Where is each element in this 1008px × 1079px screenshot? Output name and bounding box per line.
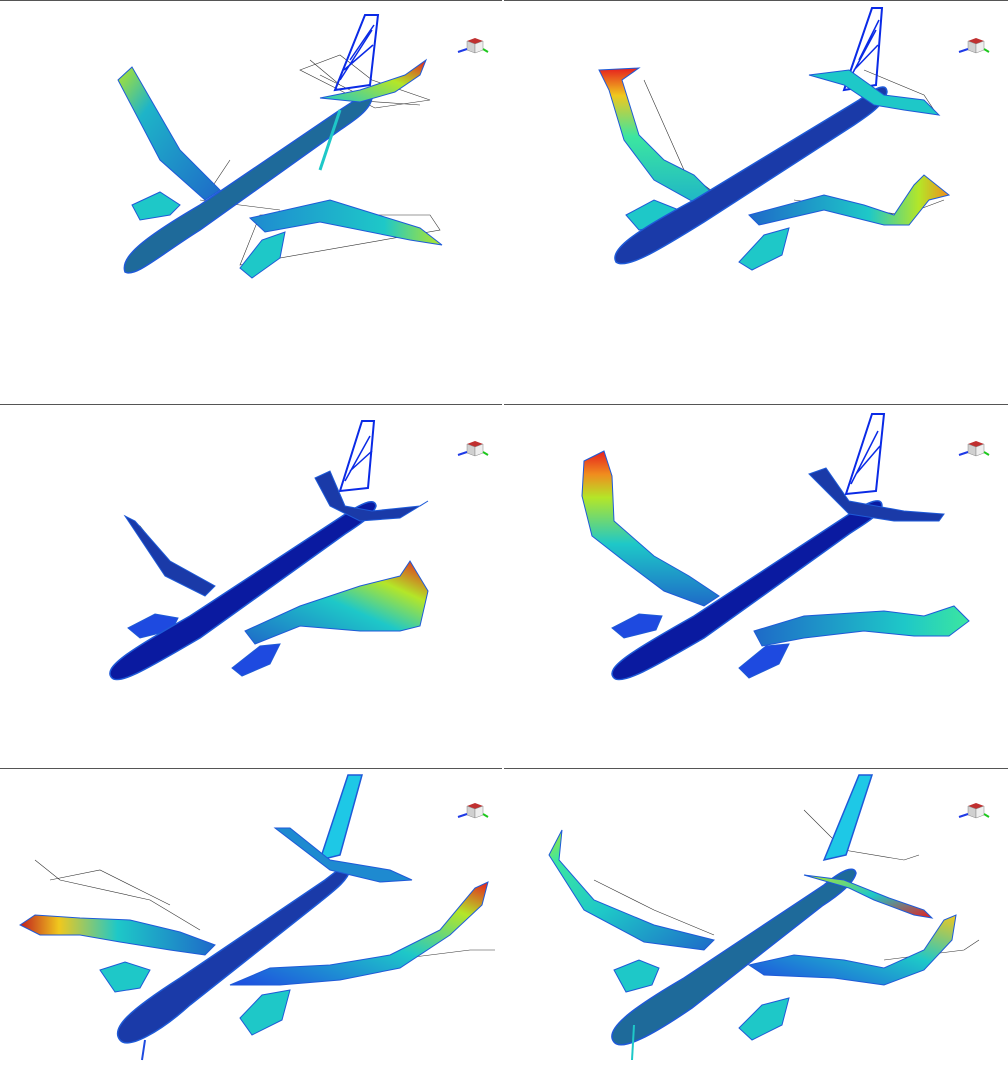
right-engine xyxy=(738,643,790,679)
vertical-tail xyxy=(338,420,376,493)
fuselage xyxy=(116,865,351,1044)
right-wing xyxy=(244,560,429,645)
axis-triad-icon xyxy=(457,803,489,819)
mode-panel-2 xyxy=(504,0,1008,404)
right-engine xyxy=(738,997,790,1041)
left-wing xyxy=(19,914,216,956)
panel-divider-column xyxy=(502,0,504,1079)
vertical-tail xyxy=(844,413,886,496)
mode-panel-1 xyxy=(0,0,502,404)
aircraft-mode-6 xyxy=(548,774,980,1061)
right-wing xyxy=(229,881,489,986)
aircraft-mode-3 xyxy=(109,420,429,681)
horizontal-tail xyxy=(808,69,941,116)
horizontal-tail xyxy=(319,58,428,103)
vertical-tail xyxy=(318,774,363,862)
axis-triad-icon xyxy=(457,38,489,54)
fuselage xyxy=(611,868,857,1046)
right-engine xyxy=(239,231,286,279)
fuselage xyxy=(611,500,883,681)
left-engine xyxy=(131,191,181,221)
left-engine xyxy=(611,613,663,639)
mode-panel-6 xyxy=(504,770,1008,1079)
aircraft-mode-5 xyxy=(19,774,495,1061)
right-wing xyxy=(248,199,443,246)
mode-panel-5 xyxy=(0,770,502,1079)
vertical-tail xyxy=(822,774,874,862)
mode-panel-3 xyxy=(0,406,502,768)
horizontal-tail xyxy=(314,470,429,522)
fuselage xyxy=(614,86,888,265)
axis-triad-icon xyxy=(457,441,489,457)
panel-divider-top xyxy=(0,0,1008,1)
axis-triad-icon xyxy=(958,803,990,819)
axis-triad-icon xyxy=(958,38,990,54)
left-wing xyxy=(123,514,216,597)
horizontal-tail xyxy=(803,874,934,919)
right-engine xyxy=(231,643,281,677)
right-wing xyxy=(747,914,957,986)
panel-divider-row2 xyxy=(0,768,1008,769)
aircraft-mode-2 xyxy=(598,7,951,271)
left-wing xyxy=(581,450,720,607)
left-wing xyxy=(548,829,715,951)
left-engine xyxy=(613,959,660,993)
axis-triad-icon xyxy=(958,441,990,457)
horizontal-tail xyxy=(273,827,413,883)
mode-panel-4 xyxy=(504,406,1008,768)
right-engine xyxy=(738,227,790,271)
fuselage xyxy=(109,500,377,681)
horizontal-tail xyxy=(808,467,945,522)
panel-divider-row1 xyxy=(0,404,1008,405)
left-wing xyxy=(117,66,221,201)
right-wing xyxy=(753,605,970,647)
right-wing xyxy=(748,174,951,226)
right-engine xyxy=(239,989,291,1036)
aircraft-mode-4 xyxy=(581,413,970,681)
left-wing xyxy=(598,67,715,206)
aircraft-mode-1 xyxy=(117,14,443,279)
left-engine xyxy=(99,961,151,993)
vertical-tail xyxy=(333,14,380,92)
